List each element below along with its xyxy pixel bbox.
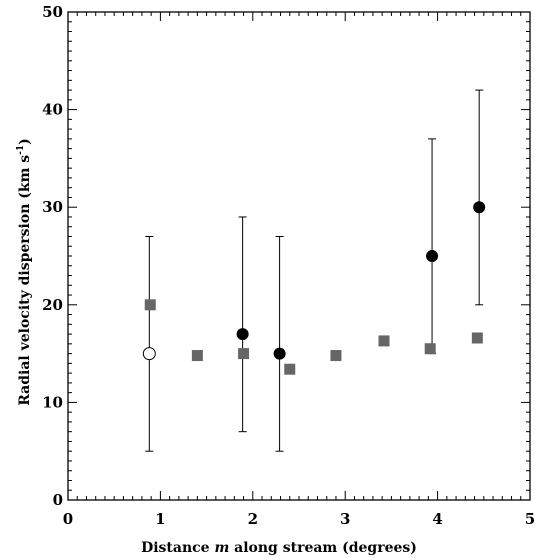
square-marker [284,363,296,375]
square-marker [144,299,156,311]
y-tick-label: 40 [42,101,63,119]
x-tick-label: 4 [432,510,442,528]
data-markers [142,201,486,375]
square-marker [424,343,436,355]
y-axis-title-superscript: -1 [16,145,26,155]
error-bars [145,89,484,452]
x-tick-label: 0 [63,510,73,528]
square-marker [471,332,483,344]
square-marker [238,348,250,360]
y-axis-title-close: ) [17,138,33,145]
square-marker [330,350,342,362]
y-axis-title: Radial velocity dispersion (km s-1) [16,138,33,406]
minor-ticks [68,12,530,500]
y-tick-label: 10 [42,393,63,411]
y-tick-label: 0 [53,491,63,509]
y-tick-label: 50 [42,3,63,21]
x-tick-label: 2 [248,510,258,528]
x-tick-labels: 0 1 2 3 4 5 [63,510,535,528]
open-circle-marker [142,347,156,361]
filled-circle-marker [273,347,286,360]
y-tick-label: 30 [42,198,63,216]
plot-frame [67,11,531,501]
x-tick-label: 1 [155,510,165,528]
x-tick-label: 3 [340,510,350,528]
x-axis-title: Distance m along stream (degrees) [141,540,417,556]
y-axis-title-text: Radial velocity dispersion (km s [17,155,33,406]
filled-circle-marker [426,250,439,262]
major-ticks [67,11,531,501]
y-tick-labels: 0 10 20 30 40 50 [42,3,63,509]
square-marker [191,350,203,362]
filled-circle-marker [236,328,249,341]
square-marker [378,335,390,347]
y-tick-label: 20 [42,296,63,314]
x-axis-title-after: along stream (degrees) [229,540,417,556]
x-axis-title-before: Distance [141,540,214,556]
filled-circle-marker [473,201,486,214]
x-axis-title-symbol: m [214,540,229,556]
x-tick-label: 5 [525,510,535,528]
